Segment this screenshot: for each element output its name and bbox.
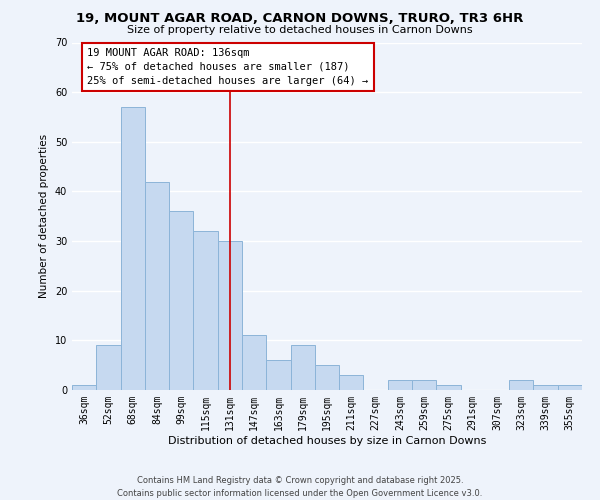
Bar [290, 346, 315, 390]
Bar [169, 212, 193, 390]
Bar [388, 380, 412, 390]
Text: 19 MOUNT AGAR ROAD: 136sqm
← 75% of detached houses are smaller (187)
25% of sem: 19 MOUNT AGAR ROAD: 136sqm ← 75% of deta… [88, 48, 368, 86]
Bar [436, 385, 461, 390]
Y-axis label: Number of detached properties: Number of detached properties [39, 134, 49, 298]
Bar [266, 360, 290, 390]
Bar [509, 380, 533, 390]
Bar [193, 231, 218, 390]
Bar [145, 182, 169, 390]
Text: Contains HM Land Registry data © Crown copyright and database right 2025.
Contai: Contains HM Land Registry data © Crown c… [118, 476, 482, 498]
Bar [412, 380, 436, 390]
Bar [218, 241, 242, 390]
Bar [315, 365, 339, 390]
Bar [121, 107, 145, 390]
Bar [72, 385, 96, 390]
Bar [96, 346, 121, 390]
Text: Size of property relative to detached houses in Carnon Downs: Size of property relative to detached ho… [127, 25, 473, 35]
X-axis label: Distribution of detached houses by size in Carnon Downs: Distribution of detached houses by size … [168, 436, 486, 446]
Bar [242, 336, 266, 390]
Bar [533, 385, 558, 390]
Text: 19, MOUNT AGAR ROAD, CARNON DOWNS, TRURO, TR3 6HR: 19, MOUNT AGAR ROAD, CARNON DOWNS, TRURO… [76, 12, 524, 26]
Bar [339, 375, 364, 390]
Bar [558, 385, 582, 390]
